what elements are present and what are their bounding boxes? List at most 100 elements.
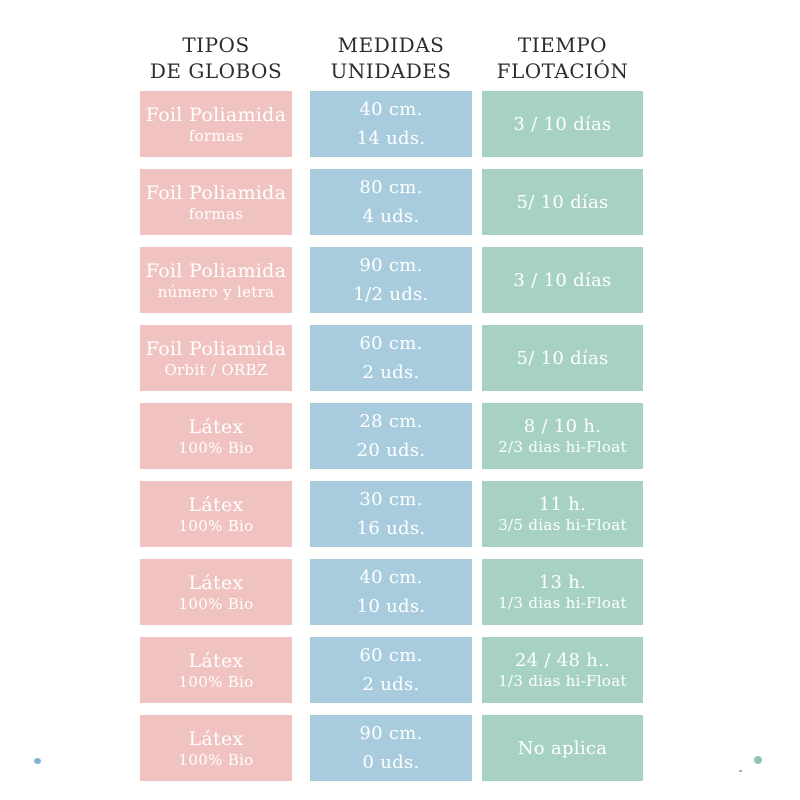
cell-line: 24 / 48 h..	[514, 650, 611, 671]
cell-line: 20 uds.	[356, 440, 426, 461]
cell-line: Látex	[188, 571, 244, 594]
cell-line: Látex	[188, 415, 244, 438]
cell-line: 100% Bio	[178, 672, 254, 691]
table-row: Foil Poliamida formas 80 cm. 4 uds. 5/ 10 …	[140, 169, 643, 235]
cell-medidas-unidades: 40 cm. 14 uds.	[310, 91, 472, 157]
cell-medidas-unidades: 60 cm. 2 uds.	[310, 325, 472, 391]
cell-line: 40 cm.	[359, 567, 423, 588]
cell-tipo-globo: Látex 100% Bio	[140, 481, 292, 547]
table-row: Látex 100% Bio 30 cm. 16 uds. 11 h. 3/5 dia…	[140, 481, 643, 547]
cell-line: 5/ 10 días	[516, 191, 609, 213]
decorative-dot-teal	[754, 756, 762, 764]
cell-line: Foil Poliamida	[145, 337, 287, 360]
cell-medidas-unidades: 30 cm. 16 uds.	[310, 481, 472, 547]
decorative-dot-blue	[34, 758, 41, 764]
cell-line: 1/3 dias hi-Float	[498, 594, 627, 612]
cell-line: 30 cm.	[359, 489, 423, 510]
cell-line: 0 uds.	[362, 752, 420, 773]
table-row: Látex 100% Bio 60 cm. 2 uds. 24 / 48 h.. 1/…	[140, 637, 643, 703]
cell-medidas-unidades: 28 cm. 20 uds.	[310, 403, 472, 469]
cell-line: 11 h.	[538, 494, 587, 515]
cell-line: Foil Poliamida	[145, 181, 287, 204]
cell-line: Foil Poliamida	[145, 259, 287, 282]
header-line: DE GLOBOS	[149, 59, 283, 83]
cell-tiempo-flotacion: No aplica	[482, 715, 643, 781]
cell-line: 16 uds.	[356, 518, 426, 539]
cell-line: 40 cm.	[359, 99, 423, 120]
table-row: Foil Poliamida Orbit / ORBZ 60 cm. 2 uds. …	[140, 325, 643, 391]
header-line: FLOTACIÓN	[496, 59, 629, 83]
cell-line: Foil Poliamida	[145, 103, 287, 126]
cell-line: 60 cm.	[359, 645, 423, 666]
cell-line: 100% Bio	[178, 594, 254, 613]
cell-line: Látex	[188, 493, 244, 516]
cell-line: 3/5 dias hi-Float	[498, 516, 627, 534]
cell-line: 3 / 10 días	[513, 113, 612, 135]
table-row: Foil Poliamida número y letra 90 cm. 1/2 u…	[140, 247, 643, 313]
cell-line: 1/2 uds.	[353, 284, 429, 305]
cell-tipo-globo: Foil Poliamida número y letra	[140, 247, 292, 313]
table-row: Látex 100% Bio 90 cm. 0 uds. No aplica	[140, 715, 643, 781]
cell-tipo-globo: Foil Poliamida formas	[140, 91, 292, 157]
cell-line: 8 / 10 h.	[523, 416, 602, 437]
cell-line: 4 uds.	[362, 206, 420, 227]
cell-tipo-globo: Látex 100% Bio	[140, 637, 292, 703]
cell-line: 28 cm.	[359, 411, 423, 432]
cell-line: 100% Bio	[178, 516, 254, 535]
cell-line: 3 / 10 días	[513, 269, 612, 291]
cell-line: 2/3 dias hi-Float	[498, 438, 627, 456]
header-tiempo-flotacion: TIEMPO FLOTACIÓN	[482, 30, 643, 91]
cell-line: 2 uds.	[362, 362, 420, 383]
cell-tiempo-flotacion: 5/ 10 días	[482, 169, 643, 235]
cell-tiempo-flotacion: 3 / 10 días	[482, 247, 643, 313]
cell-tiempo-flotacion: 8 / 10 h. 2/3 dias hi-Float	[482, 403, 643, 469]
cell-tiempo-flotacion: 5/ 10 días	[482, 325, 643, 391]
cell-line: número y letra	[157, 282, 275, 301]
cell-line: 90 cm.	[359, 723, 423, 744]
header-medidas-unidades: MEDIDAS UNIDADES	[310, 30, 472, 91]
cell-tiempo-flotacion: 13 h. 1/3 dias hi-Float	[482, 559, 643, 625]
header-line: TIPOS	[182, 33, 250, 57]
cell-line: 100% Bio	[178, 438, 254, 457]
header-line: TIEMPO	[517, 33, 608, 57]
table-row: Látex 100% Bio 28 cm. 20 uds. 8 / 10 h. 2/3…	[140, 403, 643, 469]
cell-tipo-globo: Látex 100% Bio	[140, 715, 292, 781]
cell-line: formas	[188, 126, 244, 145]
cell-tiempo-flotacion: 3 / 10 días	[482, 91, 643, 157]
cell-line: Orbit / ORBZ	[164, 360, 268, 379]
cell-line: 14 uds.	[356, 128, 426, 149]
cell-medidas-unidades: 90 cm. 1/2 uds.	[310, 247, 472, 313]
cell-medidas-unidades: 60 cm. 2 uds.	[310, 637, 472, 703]
cell-line: 5/ 10 días	[516, 347, 609, 369]
header-line: UNIDADES	[330, 59, 452, 83]
table-row: Foil Poliamida formas 40 cm. 14 uds. 3 / 1…	[140, 91, 643, 157]
cell-tipo-globo: Látex 100% Bio	[140, 559, 292, 625]
cell-tiempo-flotacion: 24 / 48 h.. 1/3 dias hi-Float	[482, 637, 643, 703]
decorative-speck	[739, 770, 742, 772]
cell-medidas-unidades: 80 cm. 4 uds.	[310, 169, 472, 235]
cell-medidas-unidades: 40 cm. 10 uds.	[310, 559, 472, 625]
cell-line: Látex	[188, 727, 244, 750]
cell-line: 90 cm.	[359, 255, 423, 276]
table-body: Foil Poliamida formas 40 cm. 14 uds. 3 / 1…	[140, 91, 643, 781]
cell-line: formas	[188, 204, 244, 223]
cell-tipo-globo: Foil Poliamida Orbit / ORBZ	[140, 325, 292, 391]
cell-tipo-globo: Foil Poliamida formas	[140, 169, 292, 235]
cell-line: 80 cm.	[359, 177, 423, 198]
table-row: Látex 100% Bio 40 cm. 10 uds. 13 h. 1/3 dia…	[140, 559, 643, 625]
cell-line: Látex	[188, 649, 244, 672]
table-header-row: TIPOS DE GLOBOS MEDIDAS UNIDADES TIEMPO …	[140, 30, 643, 91]
cell-tiempo-flotacion: 11 h. 3/5 dias hi-Float	[482, 481, 643, 547]
cell-line: 60 cm.	[359, 333, 423, 354]
header-tipos-globos: TIPOS DE GLOBOS	[140, 30, 292, 91]
cell-line: 2 uds.	[362, 674, 420, 695]
cell-medidas-unidades: 90 cm. 0 uds.	[310, 715, 472, 781]
cell-line: 10 uds.	[356, 596, 426, 617]
header-line: MEDIDAS	[337, 33, 445, 57]
cell-line: 13 h.	[538, 572, 587, 593]
cell-line: No aplica	[517, 737, 608, 759]
balloon-table: TIPOS DE GLOBOS MEDIDAS UNIDADES TIEMPO …	[140, 30, 643, 793]
cell-line: 1/3 dias hi-Float	[498, 672, 627, 690]
cell-line: 100% Bio	[178, 750, 254, 769]
